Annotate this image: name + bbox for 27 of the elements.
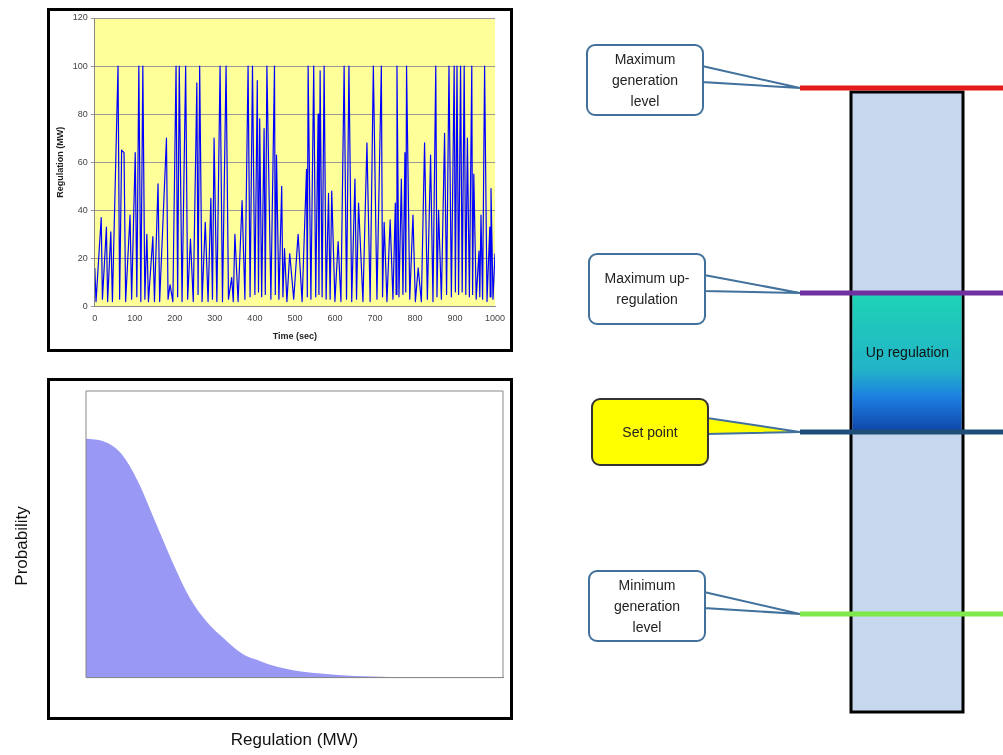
y-tick-label: 60 <box>77 156 88 167</box>
text: Up regulation <box>864 343 951 362</box>
x-tick-label: 700 <box>367 313 383 324</box>
y-axis-title: Regulation (MW) <box>54 126 65 198</box>
x-tick-label: 300 <box>207 313 223 324</box>
x-tick-label: 600 <box>327 313 343 324</box>
x-axis-title: Regulation (MW) <box>230 730 359 750</box>
y-axis-title: Probability <box>12 505 32 588</box>
x-tick-label: 1000 <box>484 313 506 324</box>
x-tick-label: 200 <box>167 313 183 324</box>
y-tick-label: 80 <box>77 108 88 119</box>
y-tick-label: 20 <box>77 252 88 263</box>
x-tick-label: 900 <box>447 313 463 324</box>
x-axis-title: Time (sec) <box>272 331 318 342</box>
y-tick-label: 120 <box>72 12 88 23</box>
y-tick-label: 0 <box>82 300 88 311</box>
text: Minimum generation level <box>588 570 706 642</box>
x-tick-label: 500 <box>287 313 303 324</box>
x-tick-label: 0 <box>92 313 98 324</box>
y-tick-label: 100 <box>72 60 88 71</box>
x-tick-label: 400 <box>247 313 263 324</box>
y-tick-label: 40 <box>77 204 88 215</box>
x-tick-label: 800 <box>407 313 423 324</box>
x-tick-label: 100 <box>127 313 143 324</box>
text: Maximum up-regulation <box>588 253 706 325</box>
text: Set point <box>591 398 709 466</box>
text: Maximum generation level <box>586 44 704 116</box>
